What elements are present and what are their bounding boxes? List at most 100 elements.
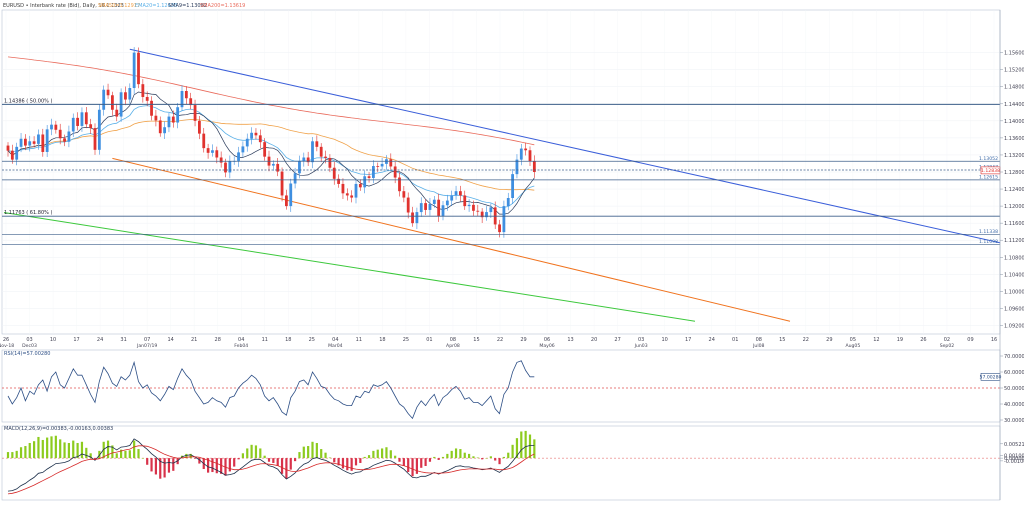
support-diagonal-line <box>3 212 696 322</box>
price-tick-label: 1.09200 <box>1004 323 1024 329</box>
candle-bear <box>24 138 27 146</box>
time-tick-label: 09 <box>967 337 973 343</box>
time-tick-label: 22 <box>497 337 503 343</box>
channel-upper-line <box>129 48 1001 244</box>
macd-hist-pos <box>46 437 49 459</box>
macd-hist-neg <box>424 458 427 466</box>
candle-bull <box>467 204 471 207</box>
macd-hist-pos <box>515 438 519 459</box>
candle-bull <box>441 205 445 216</box>
time-tick-label: 26 <box>920 337 926 343</box>
candle-bear <box>532 161 536 172</box>
rsi-title: RSI(14)=57.00280 <box>4 351 50 357</box>
month-label: May06 <box>539 343 554 349</box>
candle-bear <box>111 95 114 110</box>
candle-bear <box>76 117 79 126</box>
macd-hist-neg <box>398 458 401 462</box>
candle-bear <box>115 109 119 117</box>
candle-bear <box>350 195 354 198</box>
time-tick-label: 11 <box>262 337 268 343</box>
time-tick-label: 01 <box>426 337 432 343</box>
axes-layer: 1.15600 1.15200 1.14800 1.14400 1.14000 1.136… <box>0 10 1024 500</box>
price-tick-label: 1.12000 <box>1004 204 1024 210</box>
candle-bear <box>198 120 201 134</box>
macd-tick-label: 0.00521 <box>1004 442 1024 448</box>
candle-bear <box>411 212 414 224</box>
candle-bull <box>293 173 297 184</box>
month-label: Sep02 <box>940 343 955 349</box>
macd-hist-pos <box>98 450 101 459</box>
candle-bear <box>393 166 397 178</box>
macd-hist-pos <box>241 453 244 459</box>
candle-bear <box>93 128 97 150</box>
candle-bull <box>71 117 75 132</box>
macd-hist-pos <box>33 441 36 459</box>
current-price-label: 1.12838 <box>981 168 1000 174</box>
time-tick-label: 25 <box>309 337 315 343</box>
macd-hist-neg <box>285 458 288 479</box>
macd-hist-pos <box>28 443 31 459</box>
rsi-tick-label: 30.00000 <box>1004 418 1024 424</box>
macd-hist-neg <box>350 458 353 471</box>
time-tick-label: 24 <box>709 337 715 343</box>
candle-bull <box>445 200 449 206</box>
macd-signal-line <box>7 445 535 495</box>
header-symbol: EURUSD • Interbank rate (Bid), Daily, 16… <box>3 3 124 9</box>
candle-bear <box>154 115 158 121</box>
candle-bear <box>32 141 36 144</box>
macd-hist-pos <box>502 456 505 459</box>
macd-hist-pos <box>394 455 397 459</box>
candle-bear <box>137 52 140 85</box>
candle-bear <box>367 176 371 178</box>
candle-bull <box>302 157 306 161</box>
time-tick-label: 24 <box>97 337 103 343</box>
candle-bear <box>498 224 501 233</box>
rsi-tick-label: 50.00000 <box>1004 386 1024 392</box>
candle-bull <box>245 138 249 147</box>
macd-hist-pos <box>115 453 118 459</box>
macd-hist-pos <box>441 456 445 459</box>
month-label: Mar04 <box>328 343 343 349</box>
candle-bear <box>524 148 528 151</box>
time-tick-label: 01 <box>732 337 738 343</box>
macd-hist-pos <box>63 442 66 459</box>
month-label: Aug05 <box>845 343 860 349</box>
header-sma9: SMA9=1.13082 <box>168 3 207 9</box>
candle-bear <box>106 89 110 96</box>
macd-hist-pos <box>468 453 471 459</box>
candle-bear <box>324 156 327 158</box>
macd-hist-pos <box>67 443 70 459</box>
macd-hist-neg <box>159 458 162 479</box>
candle-bull <box>450 195 454 201</box>
time-tick-label: 06 <box>544 337 550 343</box>
macd-hist-neg <box>193 458 197 459</box>
macd-hist-pos <box>298 452 301 459</box>
candle-bull <box>97 109 101 150</box>
macd-hist-pos <box>133 440 136 459</box>
macd-hist-neg <box>172 458 175 471</box>
candle-bull <box>363 176 367 188</box>
candle-bear <box>424 203 427 210</box>
macd-hist-pos <box>254 445 258 459</box>
macd-hist-neg <box>93 458 97 460</box>
time-tick-label: 29 <box>826 337 832 343</box>
candle-bull <box>45 129 49 152</box>
macd-hist-pos <box>124 450 127 459</box>
macd-hist-neg <box>237 458 240 460</box>
candle-bull <box>80 112 84 126</box>
macd-hist-pos <box>141 458 144 459</box>
rsi-tick-label: 70.00000 <box>1004 354 1024 360</box>
price-tick-label: 1.12400 <box>1004 187 1024 193</box>
month-label: Jun03 <box>634 343 648 349</box>
macd-hist-neg <box>354 458 358 466</box>
candle-bear <box>319 146 323 157</box>
candle-bull <box>506 198 510 207</box>
macd-hist-pos <box>381 448 384 459</box>
candle-bull <box>176 107 180 123</box>
candle-bear <box>224 162 227 173</box>
macd-hist-neg <box>220 458 223 474</box>
price-level-label: 1.11338 <box>979 229 998 235</box>
macd-hist-neg <box>146 458 149 465</box>
candle-bear <box>89 124 93 129</box>
candle-bull <box>28 141 32 146</box>
